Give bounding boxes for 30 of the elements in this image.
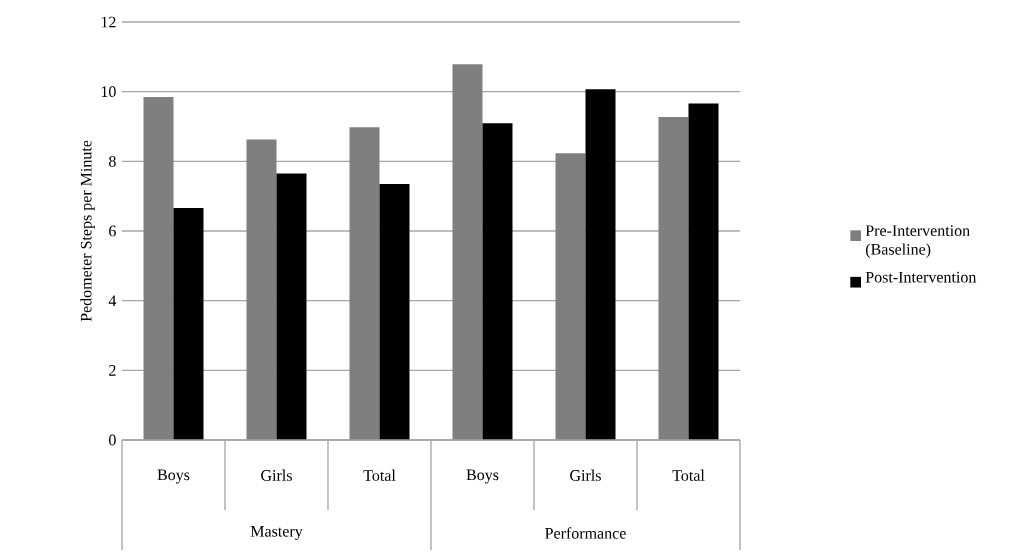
- y-tick-label: 4: [108, 295, 117, 306]
- y-tick-label: 10: [101, 86, 116, 98]
- y-tick-label: 8: [109, 155, 116, 167]
- x-tick-label: Boys: [157, 469, 190, 484]
- bar: [246, 139, 277, 440]
- text: Performance: [545, 527, 626, 539]
- bar: [555, 153, 586, 440]
- bar: [276, 173, 307, 440]
- x-tick-label: Total: [672, 469, 705, 481]
- y-tick-label: 12: [101, 16, 116, 28]
- x-tick-label: Girls: [261, 469, 292, 481]
- bar: [482, 123, 513, 440]
- bar: [585, 89, 616, 440]
- x-tick-label: Girls: [570, 469, 601, 481]
- x-tick-label: Boys: [466, 469, 499, 484]
- y-tick-label: 0: [109, 434, 116, 446]
- bar: [379, 183, 410, 440]
- legend-label: Pre-Intervention (Baseline): [865, 225, 970, 258]
- bar: [349, 127, 380, 440]
- bar: [452, 64, 483, 440]
- bar: [688, 103, 719, 440]
- legend-label: Post-Intervention: [865, 271, 977, 283]
- x-tick-label: Total: [363, 469, 396, 481]
- bar: [658, 117, 689, 440]
- text: Mastery: [250, 526, 303, 540]
- y-axis-title: Pedometer Steps per Minute: [80, 140, 95, 322]
- y-tick-label: 2: [109, 365, 116, 376]
- bar: [143, 96, 174, 440]
- y-tick-label: 6: [109, 225, 116, 237]
- bar: [173, 208, 204, 440]
